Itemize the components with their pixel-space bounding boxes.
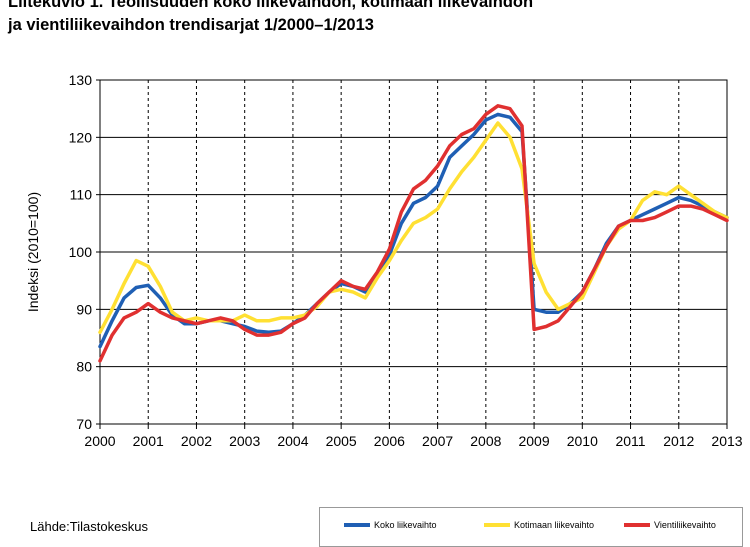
y-tick-label: 100: [69, 244, 93, 260]
y-tick-label: 80: [76, 359, 92, 375]
y-tick-label: 90: [76, 301, 92, 317]
chart-title: Liitekuvio 1. Teollisuuden koko liikevai…: [8, 0, 533, 37]
series-line-2: [98, 104, 729, 363]
title-line-1: Liitekuvio 1. Teollisuuden koko liikevai…: [8, 0, 534, 11]
legend-swatch-koko: [344, 523, 370, 527]
chart-legend: Koko liikevaihto Kotimaan liikevaihto Vi…: [319, 507, 743, 547]
x-tick-label: 2005: [326, 433, 357, 449]
x-tick-label: 2001: [133, 433, 164, 449]
x-tick-label: 2012: [663, 433, 694, 449]
x-tick-label: 2000: [84, 433, 115, 449]
source-note: Lähde:Tilastokeskus: [30, 519, 149, 534]
x-tick-label: 2004: [277, 433, 308, 449]
y-tick-label: 110: [70, 187, 93, 203]
legend-label-kotimaan: Kotimaan liikevaihto: [514, 520, 595, 530]
x-tick-label: 2009: [518, 433, 549, 449]
x-tick-label: 2011: [615, 433, 645, 449]
legend-swatch-vienti: [624, 523, 650, 527]
y-tick-label: 130: [69, 72, 93, 88]
x-tick-label: 2013: [711, 433, 742, 449]
plot-area-border: [99, 79, 728, 425]
series-line-0: [98, 112, 729, 349]
y-tick-label: 120: [69, 129, 93, 145]
x-tick-label: 2008: [470, 433, 501, 449]
legend-swatch-kotimaan: [484, 523, 510, 527]
x-tick-label: 2007: [422, 433, 453, 449]
legend-label-vienti: Vientiliikevaihto: [654, 520, 716, 530]
y-axis-label: Indeksi (2010=100): [25, 192, 41, 312]
legend-label-koko: Koko liikevaihto: [374, 520, 437, 530]
line-chart: 70 80 90 100 110 120 130 2000 2001 2002 2003 2004 20…: [25, 72, 743, 449]
x-tick-label: 2002: [181, 433, 212, 449]
y-tick-label: 70: [76, 416, 92, 432]
x-tick-label: 2003: [229, 433, 260, 449]
x-tick-label: 2010: [567, 433, 598, 449]
series-line-1: [98, 121, 729, 335]
title-line-2: ja vientiliikevaihdon trendisarjat 1/200…: [8, 16, 374, 34]
x-tick-label: 2006: [374, 433, 405, 449]
